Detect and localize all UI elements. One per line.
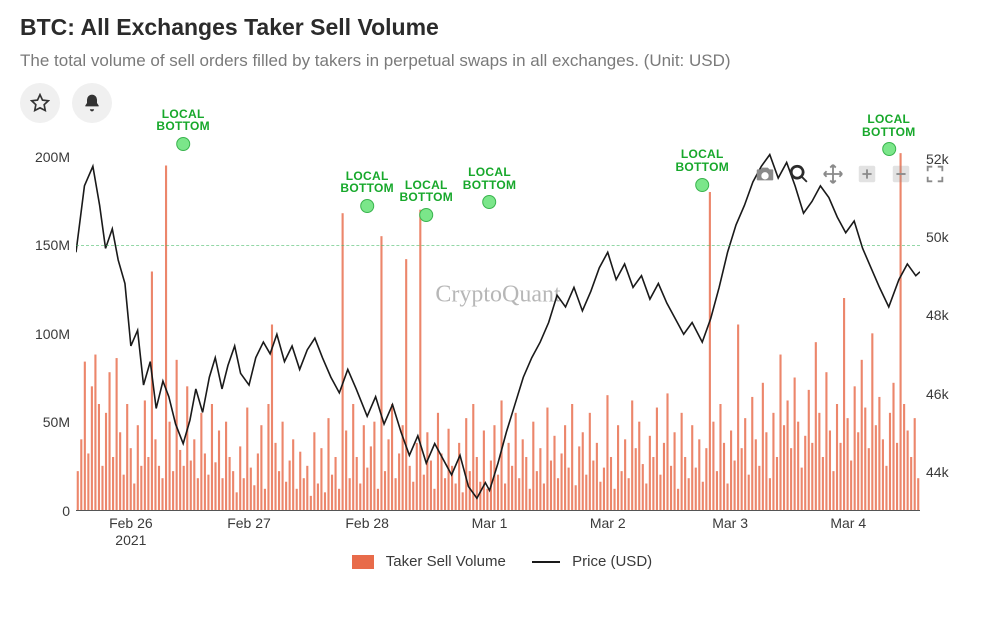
ytick-left: 200M xyxy=(35,149,70,165)
ytick-right: 46k xyxy=(926,386,949,402)
annotation-local-bottom: LOCALBOTTOM xyxy=(463,166,517,209)
zoom-icon[interactable] xyxy=(788,163,810,185)
xtick: Mar 2 xyxy=(590,515,626,532)
ytick-left: 150M xyxy=(35,237,70,253)
annotation-local-bottom: LOCALBOTTOM xyxy=(675,148,729,191)
annotation-local-bottom: LOCALBOTTOM xyxy=(862,113,916,156)
annotation-local-bottom: LOCALBOTTOM xyxy=(399,179,453,222)
chart-area: 050M100M150M200M 44k46k48k50k52k CryptoQ… xyxy=(26,129,960,549)
xtick: Feb 262021 xyxy=(109,515,153,549)
page-subtitle: The total volume of sell orders filled b… xyxy=(20,51,966,71)
xtick: Mar 3 xyxy=(712,515,748,532)
ytick-right: 50k xyxy=(926,229,949,245)
xtick: Mar 1 xyxy=(472,515,508,532)
legend-label-1: Taker Sell Volume xyxy=(386,553,506,570)
ytick-left: 50M xyxy=(43,414,70,430)
y-axis-left: 050M100M150M200M xyxy=(26,139,74,511)
pan-icon[interactable] xyxy=(822,163,844,185)
ytick-right: 48k xyxy=(926,307,949,323)
zoom-out-icon[interactable] xyxy=(890,163,912,185)
threshold-line xyxy=(76,245,920,246)
legend-swatch-bar xyxy=(352,555,374,569)
camera-icon[interactable] xyxy=(754,163,776,185)
page-title: BTC: All Exchanges Taker Sell Volume xyxy=(20,14,966,41)
star-icon xyxy=(30,93,50,113)
alert-button[interactable] xyxy=(72,83,112,123)
xtick: Feb 28 xyxy=(345,515,389,532)
y-axis-right: 44k46k48k50k52k xyxy=(922,139,960,511)
chart-toolbar xyxy=(754,163,946,185)
fullscreen-icon[interactable] xyxy=(924,163,946,185)
ytick-left: 0 xyxy=(62,503,70,519)
bell-icon xyxy=(82,93,102,113)
annotation-local-bottom: LOCALBOTTOM xyxy=(156,108,210,151)
plot-area[interactable]: CryptoQuant LOCALBOTTOMLOCALBOTTOMLOCALB… xyxy=(76,139,920,511)
ytick-left: 100M xyxy=(35,326,70,342)
legend: Taker Sell Volume Price (USD) xyxy=(20,553,966,570)
zoom-in-icon[interactable] xyxy=(856,163,878,185)
legend-line xyxy=(532,561,560,563)
ytick-right: 44k xyxy=(926,464,949,480)
xtick: Mar 4 xyxy=(830,515,866,532)
xtick: Feb 27 xyxy=(227,515,271,532)
x-axis: Feb 262021 Feb 27 Feb 28 Mar 1 Mar 2 Mar 3 Mar… xyxy=(76,513,920,549)
legend-label-2: Price (USD) xyxy=(572,553,652,570)
favorite-button[interactable] xyxy=(20,83,60,123)
annotation-local-bottom: LOCALBOTTOM xyxy=(340,170,394,213)
